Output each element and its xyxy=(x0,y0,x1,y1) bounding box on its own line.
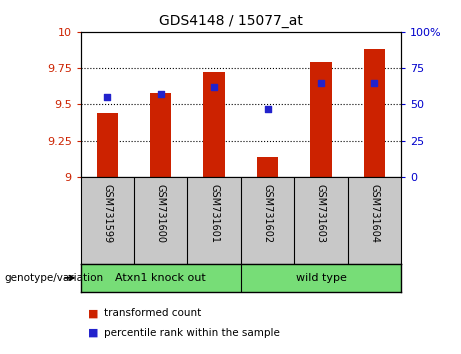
Text: GSM731604: GSM731604 xyxy=(369,184,379,243)
Point xyxy=(317,80,325,85)
Bar xyxy=(97,113,118,177)
Point xyxy=(104,94,111,100)
Point xyxy=(211,84,218,90)
Text: wild type: wild type xyxy=(296,273,346,283)
Text: genotype/variation: genotype/variation xyxy=(5,273,104,283)
Text: Atxn1 knock out: Atxn1 knock out xyxy=(115,273,206,283)
Text: GSM731601: GSM731601 xyxy=(209,184,219,243)
Text: ■: ■ xyxy=(88,308,98,318)
Bar xyxy=(203,73,225,177)
Bar xyxy=(257,157,278,177)
Bar xyxy=(310,62,331,177)
Text: GSM731603: GSM731603 xyxy=(316,184,326,243)
Text: percentile rank within the sample: percentile rank within the sample xyxy=(104,328,280,338)
Point xyxy=(264,106,271,112)
Text: ■: ■ xyxy=(88,328,98,338)
Text: GSM731599: GSM731599 xyxy=(102,184,112,243)
Bar xyxy=(150,93,171,177)
Bar xyxy=(364,49,385,177)
Text: transformed count: transformed count xyxy=(104,308,201,318)
Text: GSM731600: GSM731600 xyxy=(156,184,166,243)
Text: GSM731602: GSM731602 xyxy=(263,184,272,243)
Point xyxy=(157,91,165,97)
Text: GDS4148 / 15077_at: GDS4148 / 15077_at xyxy=(159,14,302,28)
Point xyxy=(371,80,378,85)
